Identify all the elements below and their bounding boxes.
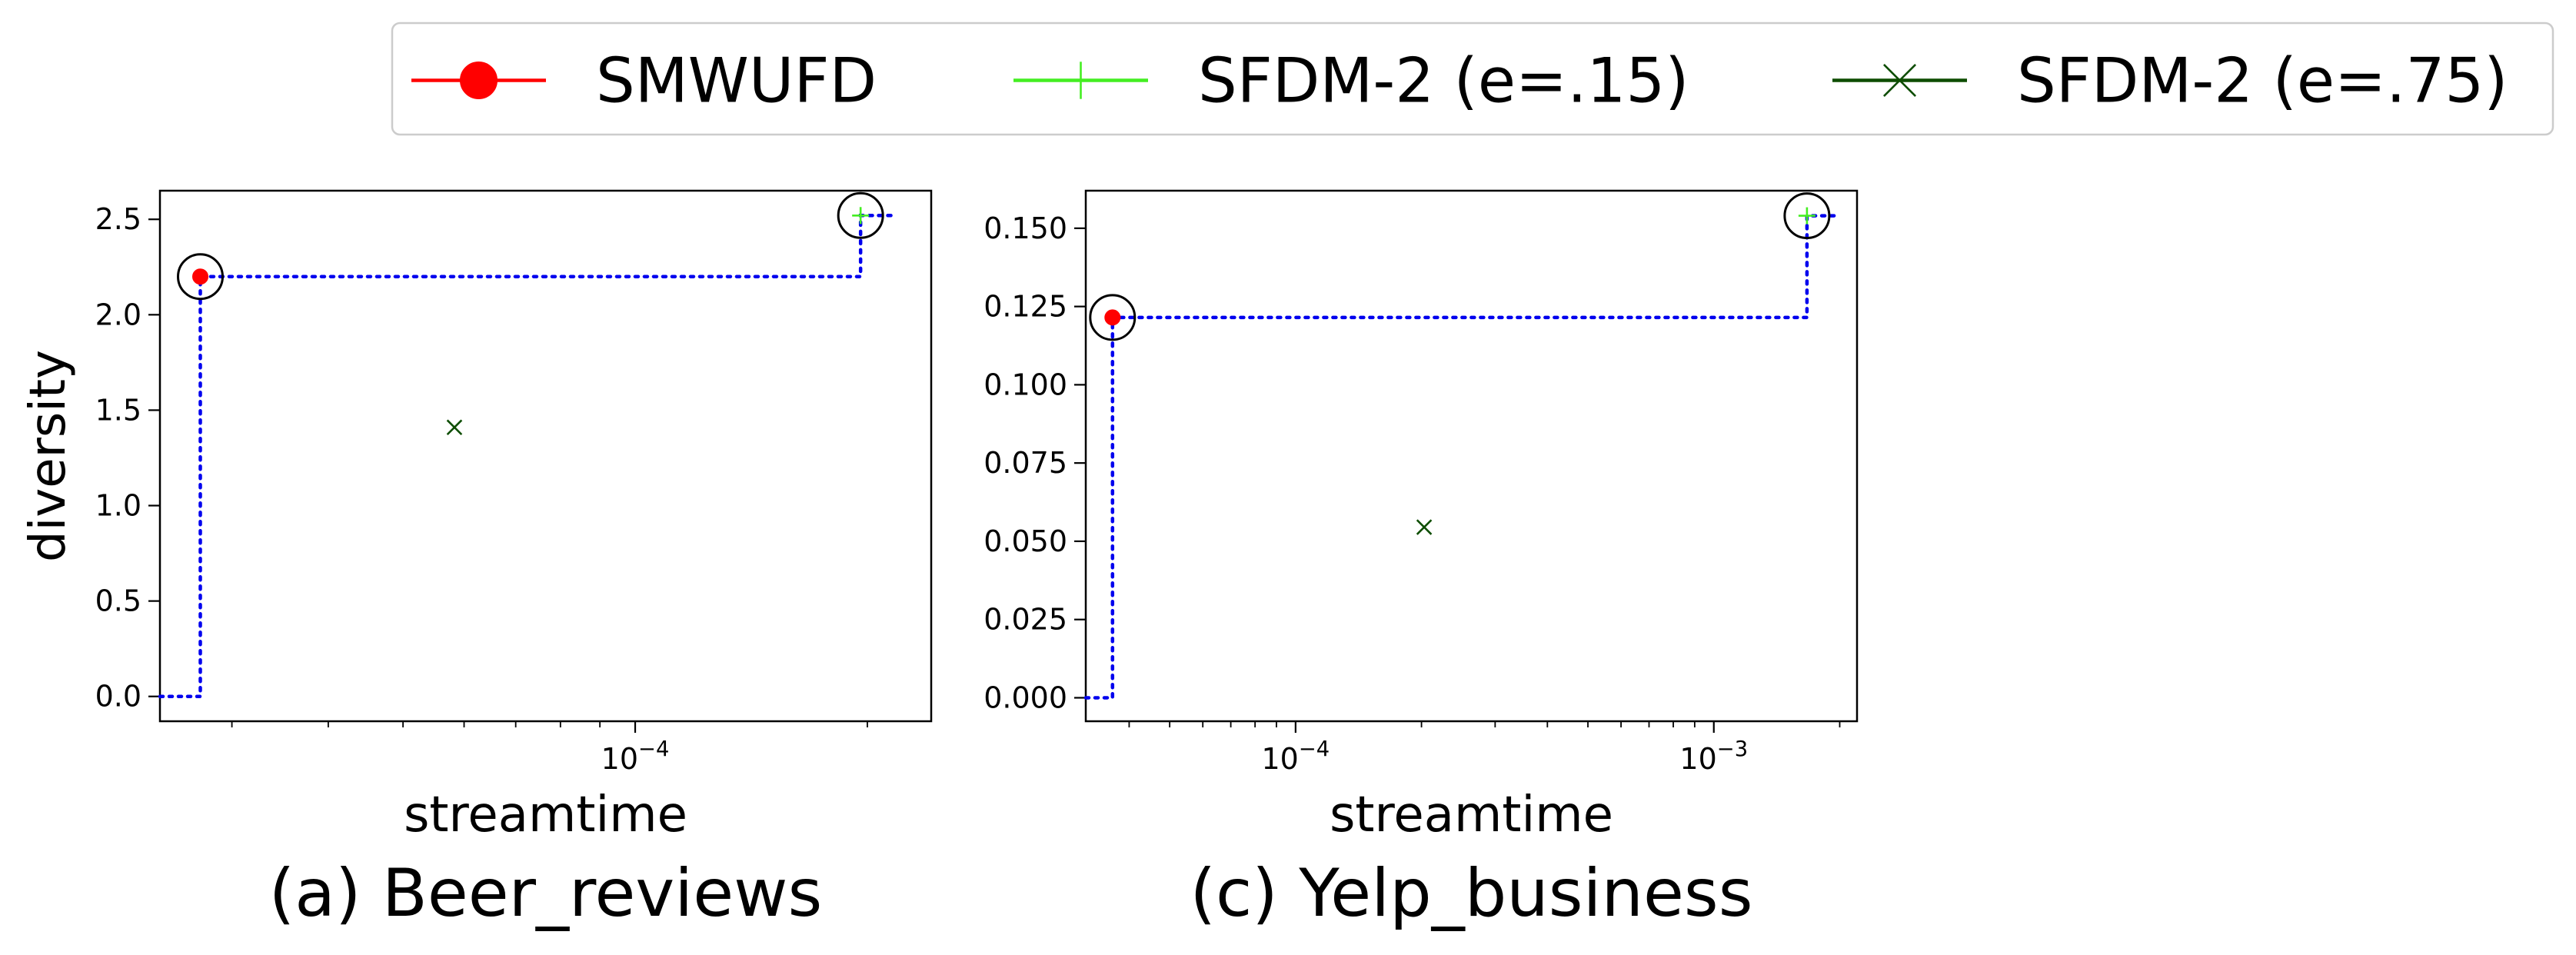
- pareto-front-line: [1083, 214, 1837, 700]
- pareto-front-line: [158, 214, 897, 698]
- point-sfdm-2-e-15: [852, 207, 870, 225]
- pareto-highlight-ring: [1089, 294, 1137, 341]
- legend-marker-plus: [1062, 62, 1100, 99]
- y-tick-label: 0.0: [95, 680, 141, 714]
- x-axis-label: streamtime: [404, 787, 687, 844]
- legend-label: SFDM-2 (e=.75): [2017, 45, 2508, 117]
- plot-frame: [1084, 189, 1859, 723]
- legend: SMWUFD SFDM-2 (e=.15) SFDM-2 (e=.75): [391, 22, 2554, 136]
- x-tick-label: 10−4: [1262, 737, 1330, 776]
- y-tick-label: 2.0: [95, 298, 141, 331]
- y-tick-label: 2.5: [95, 202, 141, 236]
- legend-entry-sfdm-2-e-15: SFDM-2 (e=.15): [1013, 45, 1689, 117]
- y-tick-label: 1.5: [95, 393, 141, 427]
- plot-frame: [158, 189, 933, 723]
- panel-caption: (a) Beer_reviews: [269, 855, 823, 932]
- y-tick-label: 0.150: [983, 211, 1067, 245]
- point-smwufd: [1104, 309, 1121, 326]
- y-tick-label: 0.075: [983, 446, 1067, 480]
- y-axis-label: diversity: [20, 350, 77, 562]
- legend-marker-circle: [460, 62, 498, 99]
- y-tick-label: 0.000: [983, 680, 1067, 714]
- y-tick-label: 0.025: [983, 603, 1067, 637]
- panel-caption: (c) Yelp_business: [1190, 855, 1752, 932]
- x-tick-label: 10−3: [1679, 737, 1748, 776]
- point-sfdm-2-e-75: [1416, 519, 1433, 535]
- y-tick-label: 0.125: [983, 290, 1067, 324]
- legend-marker-x: [1883, 64, 1916, 97]
- x-axis-label: streamtime: [1330, 787, 1613, 844]
- x-tick-label: 10−4: [601, 737, 670, 776]
- pareto-highlight-ring: [1783, 192, 1831, 240]
- legend-label: SMWUFD: [596, 45, 877, 117]
- y-tick-label: 0.050: [983, 524, 1067, 558]
- point-smwufd: [192, 268, 209, 285]
- point-sfdm-2-e-15: [1798, 207, 1816, 225]
- legend-frame: [391, 22, 2554, 136]
- legend-entry-sfdm-2-e-75: SFDM-2 (e=.75): [1832, 45, 2508, 117]
- panel-beer-reviews: 10−4 0.0 0.5 1.0 1.5 2.0 2.5 streamtime diversit…: [20, 189, 933, 932]
- y-tick-label: 0.100: [983, 368, 1067, 401]
- pareto-highlight-ring: [837, 191, 884, 239]
- point-sfdm-2-e-75: [446, 419, 463, 436]
- y-tick-label: 1.0: [95, 489, 141, 523]
- y-tick-label: 0.5: [95, 584, 141, 618]
- pareto-highlight-ring: [177, 253, 225, 301]
- panel-yelp-business: 10−4 10−3 0.000 0.025 0.050 0.075 0.100 0.125 0.…: [983, 189, 1859, 932]
- legend-label: SFDM-2 (e=.15): [1198, 45, 1689, 117]
- legend-entry-smwufd: SMWUFD: [411, 45, 877, 117]
